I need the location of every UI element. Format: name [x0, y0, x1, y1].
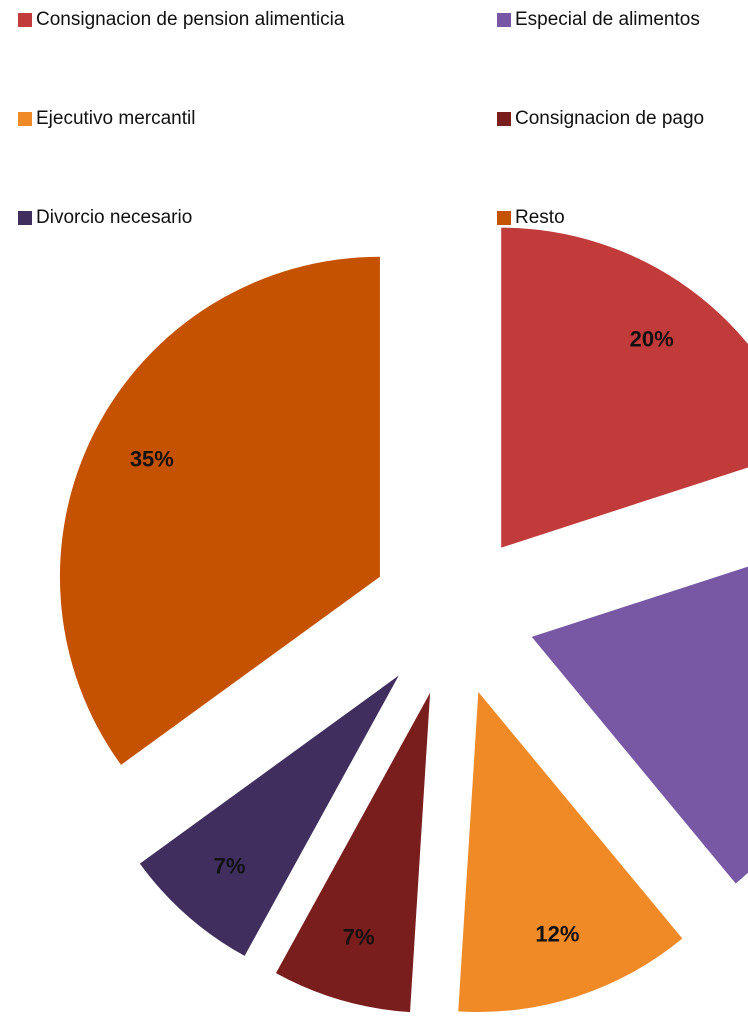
legend-swatch [497, 112, 511, 126]
legend-swatch [497, 13, 511, 27]
legend-label: Consignacion de pago [515, 108, 704, 129]
legend-swatch [18, 211, 32, 225]
data-label: 20% [630, 326, 674, 351]
legend-swatch [18, 112, 32, 126]
legend-label: Divorcio necesario [36, 207, 192, 228]
legend-label: Consignacion de pension alimenticia [36, 9, 345, 30]
pie-slice [531, 566, 748, 884]
pie-slice [458, 691, 683, 1012]
pie-slice [501, 227, 748, 548]
legend-swatch [497, 211, 511, 225]
legend-label: Especial de alimentos [515, 9, 700, 30]
pie-slice [139, 675, 399, 956]
pie-slice [275, 692, 431, 1013]
data-label: 12% [535, 921, 579, 946]
legend-label: Ejecutivo mercantil [36, 108, 195, 129]
legend-swatch [18, 13, 32, 27]
pie-slice [59, 256, 380, 765]
legend-label: Resto [515, 207, 565, 228]
data-label: 7% [214, 853, 246, 878]
data-label: 35% [130, 446, 174, 471]
data-label: 7% [343, 924, 375, 949]
